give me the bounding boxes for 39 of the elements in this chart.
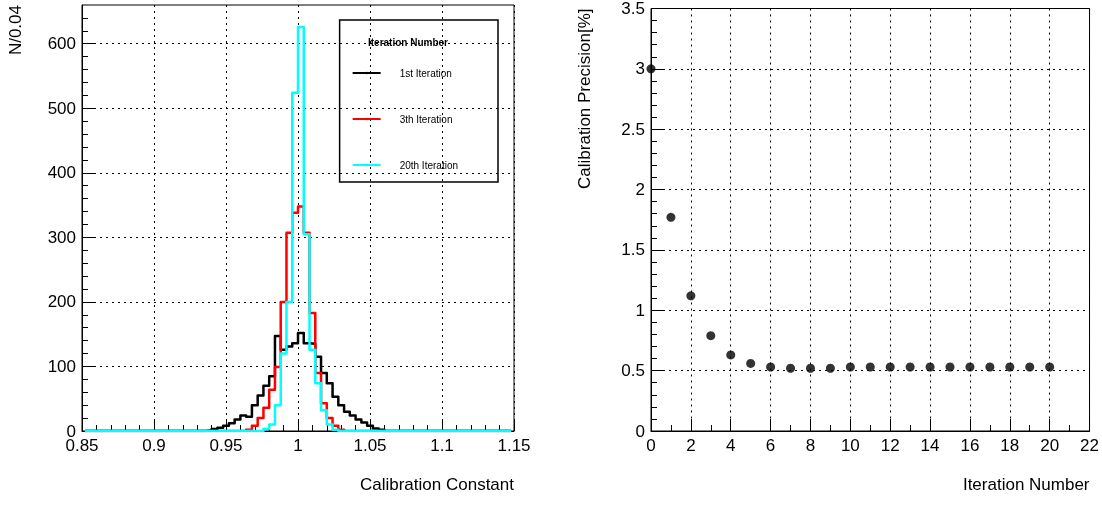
x-tick-label: 18 <box>1000 436 1020 455</box>
x-tick-label: 4 <box>726 436 736 455</box>
x-tick-label: 8 <box>805 436 816 455</box>
legend-label: 20th Iteration <box>399 159 458 171</box>
y-tick-label: 2 <box>635 180 645 200</box>
x-tick-label: 12 <box>880 436 900 455</box>
y-tick-label: 500 <box>47 98 76 118</box>
legend-label: 1st Iteration <box>399 67 452 79</box>
y-tick-label: 400 <box>47 163 76 183</box>
y-tick-label: 1.5 <box>621 240 645 260</box>
x-tick-label: 0.95 <box>209 436 243 455</box>
y-tick-label: 3.5 <box>621 0 645 18</box>
x-tick-label: 1.15 <box>497 436 531 455</box>
y-tick-label: 600 <box>47 34 76 54</box>
y-tick-label: 300 <box>47 227 76 247</box>
x-tick-label: 1.1 <box>430 436 454 455</box>
x-tick-label: 0.9 <box>142 436 166 455</box>
x-axis-title: Calibration Constant <box>359 475 515 494</box>
y-tick-label: 100 <box>47 356 76 376</box>
legend-label: 3th Iteration <box>399 113 453 125</box>
x-tick-label: 1 <box>293 436 303 455</box>
y-tick-label: 2.5 <box>621 119 645 139</box>
x-tick-label: 20 <box>1040 436 1060 455</box>
x-tick-label: 16 <box>960 436 980 455</box>
y-tick-label: 1 <box>635 300 645 320</box>
y-axis-title: N/0.04 <box>6 5 25 56</box>
x-tick-label: 22 <box>1080 436 1100 455</box>
x-tick-label: 10 <box>840 436 860 455</box>
y-axis-title: Calibration Precision[%] <box>575 8 594 189</box>
x-axis-title: Iteration Number <box>962 475 1090 494</box>
y-tick-label: 200 <box>47 292 76 312</box>
y-tick-label: 3 <box>635 59 645 79</box>
y-tick-label: 0.5 <box>621 361 645 381</box>
x-tick-label: 6 <box>765 436 776 455</box>
x-tick-label: 2 <box>686 436 696 455</box>
x-tick-label: 14 <box>920 436 940 455</box>
x-tick-label: 0.85 <box>65 436 99 455</box>
x-tick-label: 1.05 <box>353 436 387 455</box>
y-tick-label: 0 <box>635 421 645 441</box>
